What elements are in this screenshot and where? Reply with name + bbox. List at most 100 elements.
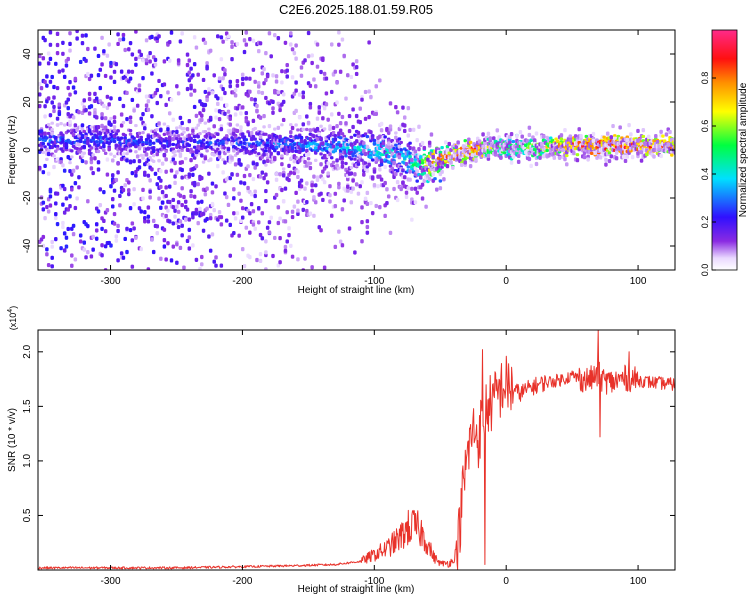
spectrogram-cell-2426	[369, 200, 373, 206]
spectrogram-cell-2186	[333, 204, 338, 209]
spectrogram-cell-2341	[356, 133, 361, 139]
spectrogram-cell-1887	[290, 75, 295, 80]
spectrogram-cell-1958	[301, 127, 306, 132]
spectrogram-cell-2952	[461, 144, 466, 149]
spectrogram-cell-2297	[349, 74, 354, 80]
spectrogram-cell-2437	[370, 210, 375, 216]
spectrogram-cell-2737	[420, 141, 425, 146]
spectrogram-cell-2385	[363, 161, 368, 165]
spectrogram-cell-1478	[237, 233, 241, 238]
spectrogram-cell-883	[157, 196, 161, 201]
spectrogram-cell-1106	[187, 227, 192, 232]
spectrogram-cell-2347	[358, 148, 362, 152]
snr-scale-note: (x104)	[7, 306, 18, 330]
spectrogram-cell-1566	[248, 89, 252, 94]
spectrogram-cell-129	[54, 61, 58, 66]
spectrogram-cell-1492	[239, 162, 243, 167]
spectrogram-cell-875	[157, 159, 161, 163]
snr-ytick-label-2: 1.5	[22, 399, 33, 413]
spectrogram-cell-1160	[194, 113, 199, 118]
spectrogram-cell-335	[82, 247, 87, 252]
spectrogram-cell-1495	[239, 180, 243, 185]
spectrogram-cell-246	[70, 226, 74, 231]
spectrogram-cell-389	[89, 104, 94, 109]
spectrogram-cell-2538	[386, 194, 391, 199]
spectrogram-cell-178	[61, 51, 65, 56]
spectrogram-cell-90	[48, 79, 53, 84]
spectrogram-cell-918	[162, 227, 167, 232]
spectrogram-cell-3787	[627, 123, 631, 128]
spectrogram-cell-1853	[287, 163, 291, 168]
spectrogram-cell-1012	[175, 204, 179, 209]
spectrogram-cell-1908	[294, 56, 298, 61]
spectrogram-cell-1518	[242, 181, 247, 186]
spectrogram-cell-2391	[363, 116, 368, 121]
spectrogram-cell-1202	[200, 199, 204, 204]
spectrogram-cell-761	[141, 112, 145, 117]
spectrogram-cell-1640	[258, 174, 263, 179]
spectrogram-cell-2525	[385, 187, 389, 192]
spectrogram-cell-1496	[239, 218, 243, 224]
spectrogram-cell-3682	[607, 151, 612, 155]
spectrogram-cell-1446	[232, 230, 236, 236]
spectrogram-cell-3914	[652, 154, 656, 159]
spectrogram-cell-585	[116, 228, 120, 234]
spectrogram-cell-3309	[532, 138, 537, 143]
spectrogram-cell-1171	[196, 123, 200, 127]
spectrogram-cell-1150	[192, 88, 197, 93]
spectrogram-cell-2099	[321, 116, 325, 121]
spectrogram-cell-1877	[290, 149, 295, 153]
spectrogram-cell-1087	[185, 52, 190, 57]
spectrogram-cell-3606	[591, 131, 596, 137]
spectrogram-cell-490	[103, 229, 108, 234]
spectrogram-cell-2754	[424, 204, 428, 209]
spectrogram-cell-1464	[235, 123, 240, 127]
spectrogram-cell-219	[66, 56, 70, 62]
spectrogram-cell-1149	[192, 62, 197, 67]
spectrogram-cell-2634	[402, 115, 407, 120]
spectrogram-cell-350	[84, 108, 88, 113]
spectrogram-cell-1005	[175, 136, 179, 141]
spectrogram-cell-155	[57, 111, 62, 117]
spectrogram-cell-2400	[365, 224, 370, 230]
spectrogram-cell-921	[162, 238, 167, 243]
spectrogram-cell-1892	[292, 160, 297, 164]
spectrogram-cell-698	[132, 159, 136, 164]
spectrogram-cell-1384	[224, 194, 229, 200]
spectrogram-cell-1999	[306, 30, 311, 36]
spectrogram-cell-1712	[267, 31, 272, 36]
spectrogram-cell-1207	[201, 138, 206, 142]
spectrogram-cell-3348	[540, 141, 544, 146]
spectrogram-cell-1589	[251, 222, 256, 227]
spectrogram-cell-696	[132, 187, 136, 192]
spectrogram-cell-2288	[349, 135, 354, 139]
spectrogram-cell-1567	[248, 211, 252, 216]
spectrogram-cell-1840	[285, 68, 289, 73]
spectrogram-cell-1991	[305, 200, 309, 205]
spectrogram-cell-2200	[335, 100, 339, 105]
spectrogram-cell-1211	[201, 77, 206, 83]
spectrogram-cell-2598	[397, 137, 402, 141]
spectrogram-cell-758	[141, 187, 145, 192]
spectrogram-cell-2234	[340, 243, 345, 248]
spectrogram-cell-1313	[216, 138, 220, 143]
spectrogram-cell-527	[109, 75, 113, 80]
spectrogram-cell-1508	[240, 72, 245, 77]
spectrogram-cell-731	[137, 49, 142, 54]
spectrogram-cell-1251	[207, 234, 211, 239]
spectrogram-cell-2104	[321, 56, 325, 61]
spectrogram-cell-1443	[232, 148, 236, 153]
spectrogram-cells	[38, 30, 675, 270]
spectrogram-cell-2589	[395, 180, 400, 185]
spectrogram-cell-2087	[319, 162, 323, 167]
spectrogram-cell-3473	[565, 162, 569, 167]
spectrogram-cell-2406	[365, 201, 370, 207]
spectrogram-cell-781	[144, 152, 149, 157]
spectrogram-cell-1166	[194, 211, 199, 216]
spectrogram-cell-241	[70, 149, 74, 153]
spectrogram-cell-2706	[415, 169, 419, 174]
spectrogram-cell-867	[155, 231, 160, 236]
spectrogram-cell-2158	[329, 112, 334, 117]
spectrogram-cell-3356	[541, 134, 546, 139]
spectrogram-cell-3155	[502, 151, 507, 155]
